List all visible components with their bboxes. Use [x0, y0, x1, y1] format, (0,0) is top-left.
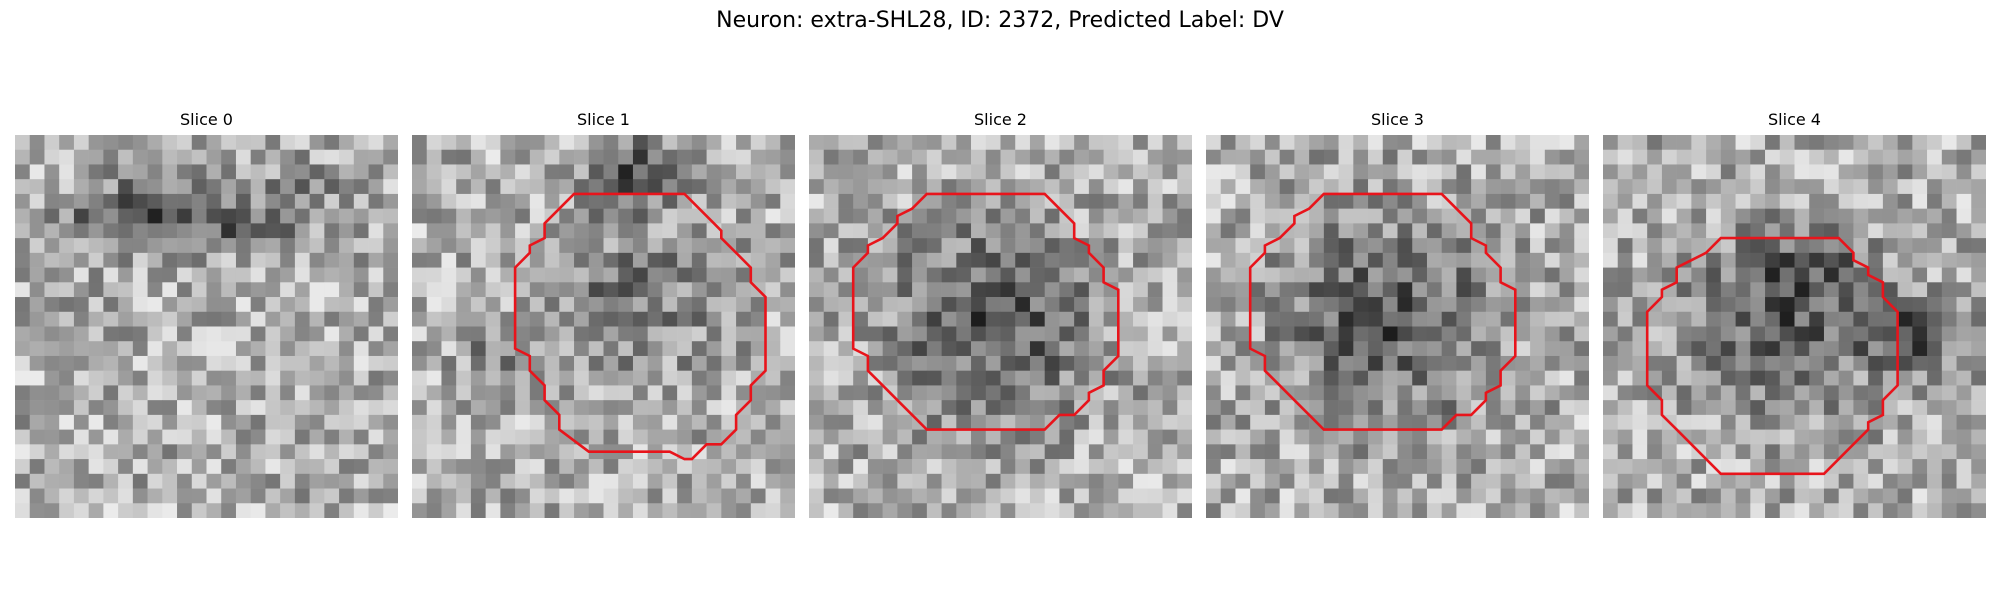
- slice-panel-4: Slice 4: [1603, 108, 1986, 522]
- roi-outline: [1645, 236, 1899, 476]
- pixel-grid: [1603, 135, 1986, 518]
- roi-outline: [851, 192, 1120, 431]
- slice-image-4: [1603, 135, 1986, 518]
- slice-title-1: Slice 1: [577, 110, 630, 129]
- pixel-grid: [1206, 135, 1589, 518]
- slice-image-0: [15, 135, 398, 518]
- slice-title-3: Slice 3: [1371, 110, 1424, 129]
- slice-panel-1: Slice 1: [412, 108, 795, 522]
- slice-panel-3: Slice 3: [1206, 108, 1589, 522]
- slice-title-4: Slice 4: [1768, 110, 1821, 129]
- slice-title-0: Slice 0: [180, 110, 233, 129]
- slice-panel-0: Slice 0: [15, 108, 398, 522]
- roi-outline: [1248, 192, 1517, 431]
- roi-outline: [513, 192, 767, 461]
- pixel-grid: [412, 135, 795, 518]
- pixel-grid: [15, 135, 398, 518]
- slice-image-1: [412, 135, 795, 518]
- figure-title: Neuron: extra-SHL28, ID: 2372, Predicted…: [716, 8, 1284, 33]
- slice-image-2: [809, 135, 1192, 518]
- pixel-grid: [809, 135, 1192, 518]
- slice-panel-2: Slice 2: [809, 108, 1192, 522]
- slice-image-3: [1206, 135, 1589, 518]
- slice-title-2: Slice 2: [974, 110, 1027, 129]
